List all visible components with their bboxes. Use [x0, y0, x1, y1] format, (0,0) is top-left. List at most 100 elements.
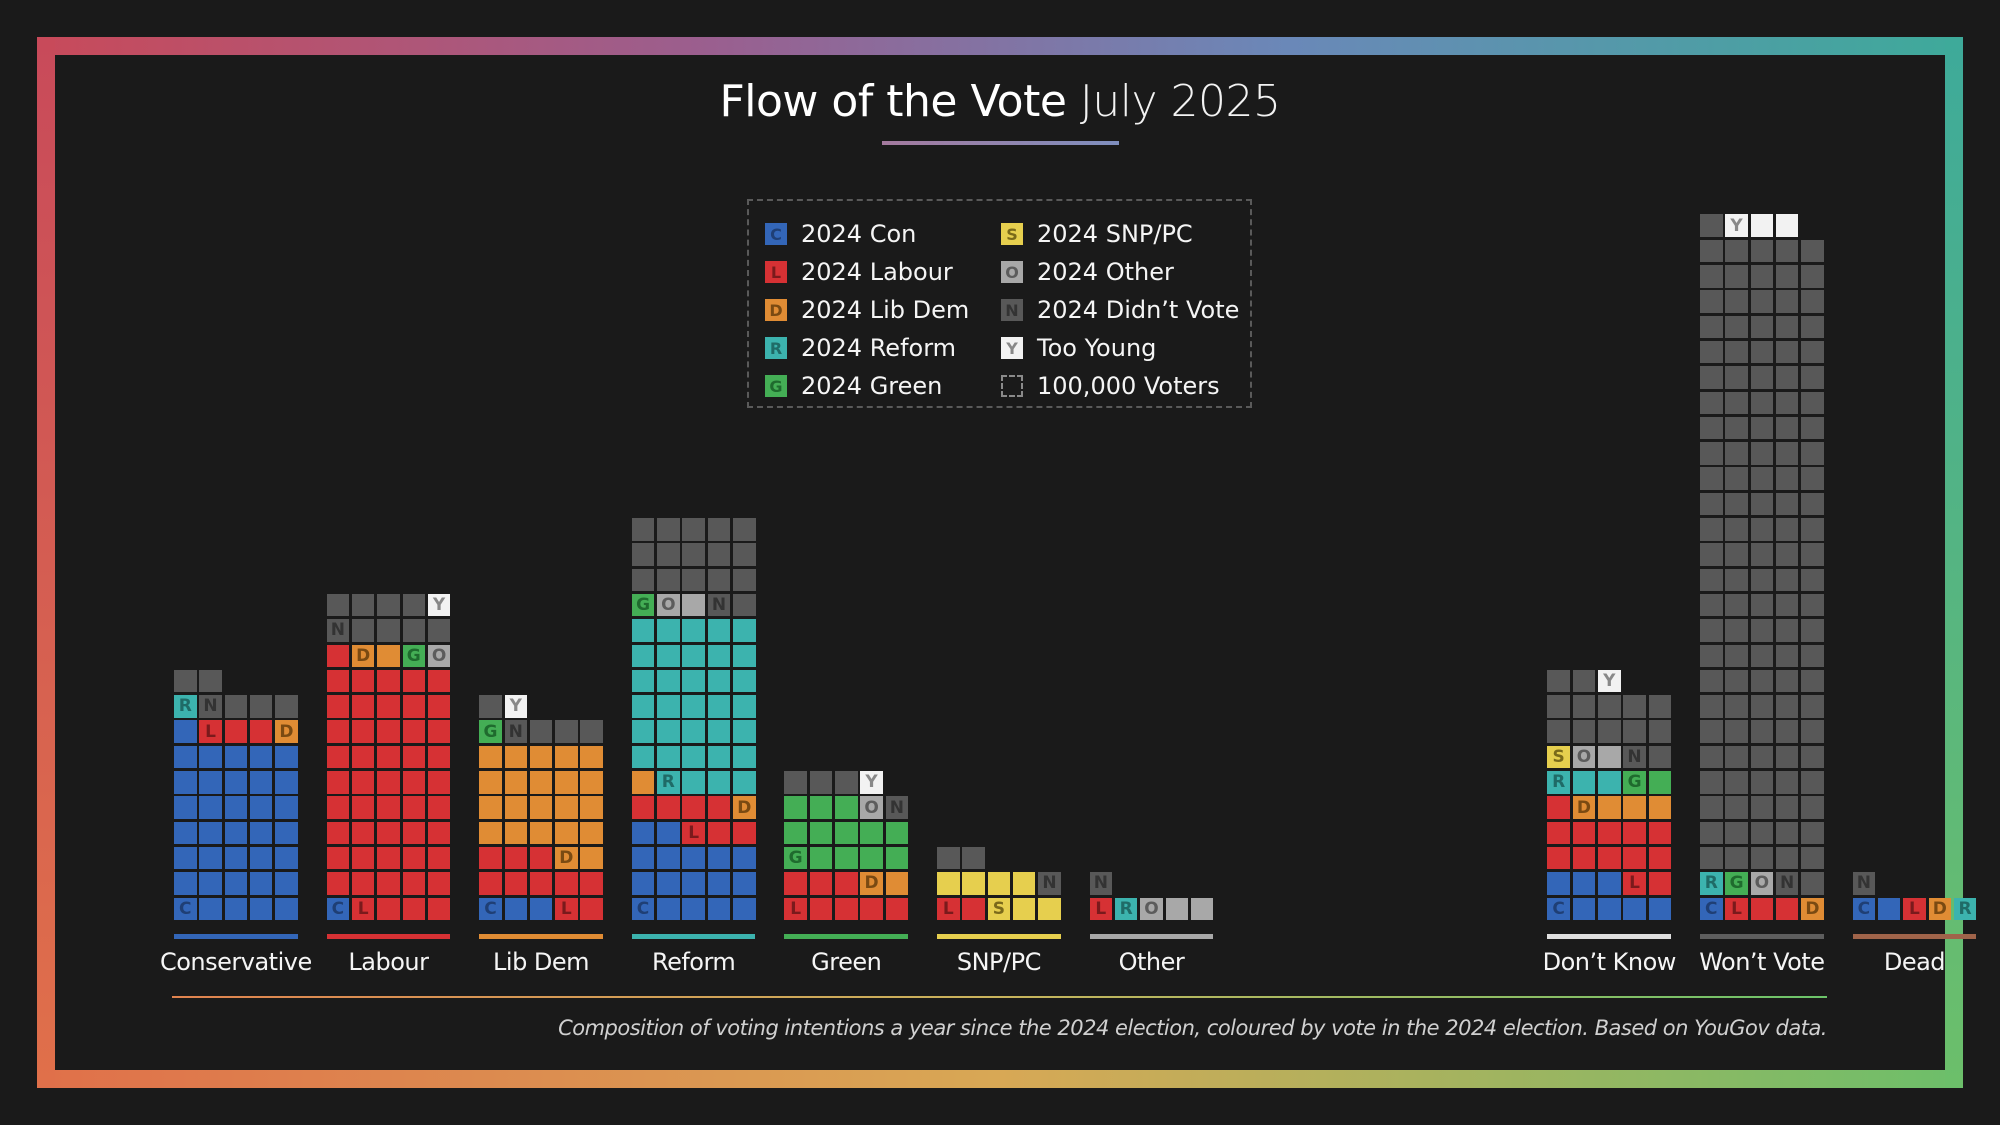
- waffle-cell-l: L: [555, 897, 578, 920]
- waffle-cell-n: [1775, 593, 1799, 617]
- waffle-cell-l: [377, 669, 400, 693]
- waffle-cell-d: [504, 745, 527, 769]
- waffle-cell-r: [682, 745, 705, 769]
- waffle-cell-n: [1725, 846, 1748, 870]
- category-bar: [174, 934, 298, 939]
- waffle-cell-n: [1725, 492, 1748, 516]
- waffle-cell-n: N: [885, 796, 909, 819]
- waffle-cell-l: L: [199, 720, 222, 743]
- legend-label: 2024 Reform: [801, 334, 957, 362]
- waffle-cell-c: [631, 846, 655, 870]
- waffle-cell-o: O: [1140, 897, 1163, 920]
- waffle-cell-n: [1775, 568, 1799, 592]
- waffle-cell-n: [1775, 340, 1799, 364]
- waffle-cell-l: [427, 745, 451, 769]
- waffle-cell-r: [657, 695, 680, 718]
- waffle-cell-d: [377, 644, 400, 667]
- waffle-cell-l: [529, 846, 553, 870]
- waffle-cell-c: [199, 897, 222, 920]
- waffle-cell-g: [784, 821, 807, 845]
- waffle-cell-l: [402, 872, 425, 895]
- waffle-cell-r: R: [1547, 771, 1570, 794]
- waffle-cell-c: [275, 897, 298, 920]
- waffle-cell-l: [326, 872, 350, 895]
- waffle-cell-l: [402, 796, 425, 819]
- waffle-cell-c: [199, 872, 222, 895]
- waffle-cell-g: [860, 846, 883, 870]
- waffle-cell-l: [835, 897, 858, 920]
- waffle-cell-l: [682, 796, 705, 819]
- waffle-cell-n: [1623, 695, 1646, 718]
- waffle-cell-l: [479, 872, 502, 895]
- legend-swatch: N: [1001, 299, 1023, 321]
- waffle-cell-l: [377, 695, 400, 718]
- waffle-cell-n: [682, 518, 705, 541]
- waffle-cell-l: [1623, 846, 1646, 870]
- waffle-cell-l: [784, 872, 807, 895]
- waffle-cell-n: [1775, 315, 1799, 339]
- frame-left: [37, 37, 55, 1088]
- category-label: Won’t Vote: [1699, 948, 1825, 976]
- legend-label: 2024 Green: [801, 372, 943, 400]
- waffle-cell-l: [1598, 821, 1621, 845]
- waffle-cell-c: [631, 821, 655, 845]
- waffle-cell-y: [1750, 214, 1774, 237]
- waffle-cell-l: [402, 669, 425, 693]
- waffle-cell-d: [1623, 796, 1646, 819]
- waffle-cell-c: [224, 771, 248, 794]
- waffle-cell-l: [427, 771, 451, 794]
- waffle-cell-n: [1775, 543, 1799, 566]
- waffle-cell-c: [1547, 872, 1570, 895]
- waffle-cell-n: [1801, 593, 1824, 617]
- waffle-cell-n: [1801, 821, 1824, 845]
- waffle-cell-n: [1801, 340, 1824, 364]
- waffle-cell-n: [580, 720, 603, 743]
- waffle-cell-r: R: [657, 771, 680, 794]
- waffle-cell-o: [1598, 745, 1621, 769]
- waffle-cell-r: [707, 720, 731, 743]
- waffle-cell-c: C: [479, 897, 502, 920]
- legend-swatch: G: [765, 375, 787, 397]
- legend-label: 100,000 Voters: [1037, 372, 1220, 400]
- waffle-cell-d: [1648, 796, 1672, 819]
- waffle-cell-c: [657, 897, 680, 920]
- waffle-cell-c: [275, 872, 298, 895]
- waffle-cell-n: [1700, 593, 1723, 617]
- waffle-cell-d: [529, 745, 553, 769]
- waffle-cell-l: [1648, 846, 1672, 870]
- waffle-cell-l: [427, 669, 451, 693]
- waffle-cell-c: [224, 821, 248, 845]
- waffle-cell-l: [657, 796, 680, 819]
- legend-label: 2024 Lib Dem: [801, 296, 970, 324]
- waffle-cell-l: [402, 695, 425, 718]
- category-bar: [784, 934, 909, 939]
- waffle-cell-l: [1547, 846, 1570, 870]
- category-bar: [1852, 934, 1977, 939]
- waffle-cell-n: [1775, 391, 1799, 414]
- waffle-cell-n: [1801, 467, 1824, 490]
- waffle-cell-r: [733, 771, 756, 794]
- waffle-cell-n: [1700, 846, 1723, 870]
- waffle-cell-c: [657, 821, 680, 845]
- waffle-cell-r: [657, 669, 680, 693]
- waffle-cell-n: [1801, 720, 1824, 743]
- waffle-cell-l: [1750, 897, 1774, 920]
- waffle-cell-n: [1775, 695, 1799, 718]
- waffle-cell-d: [529, 821, 553, 845]
- waffle-cell-s: S: [1547, 745, 1570, 769]
- waffle-cell-n: [1750, 644, 1774, 667]
- waffle-cell-n: [1700, 745, 1723, 769]
- waffle-cell-r: [1598, 771, 1621, 794]
- waffle-cell-n: [1801, 644, 1824, 667]
- category-label: SNP/PC: [956, 948, 1041, 976]
- waffle-cell-r: [733, 644, 756, 667]
- waffle-cell-l: [377, 872, 400, 895]
- waffle-cell-g: G: [1623, 771, 1646, 794]
- waffle-cell-r: [631, 619, 655, 642]
- waffle-cell-n: [1750, 366, 1774, 389]
- waffle-cell-n: [707, 543, 731, 566]
- waffle-cell-c: [174, 745, 197, 769]
- waffle-cell-l: [351, 796, 375, 819]
- waffle-cell-c: [224, 897, 248, 920]
